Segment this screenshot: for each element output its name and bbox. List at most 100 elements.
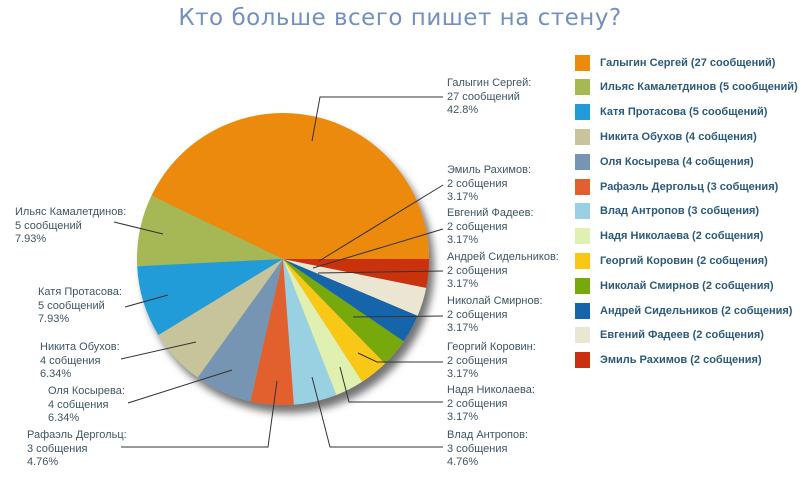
pie-label-name: Надя Николаева: [447, 384, 535, 396]
pie-label-8: Георгий Коровин: 2 собщения 3.17% [447, 341, 536, 382]
pie-label-percent: 3.17% [447, 278, 479, 290]
pie-slice-3[interactable] [158, 259, 283, 378]
legend-swatch-icon [575, 252, 590, 269]
label-connectors-group [113, 96, 444, 448]
pie-label-count: 27 сообщений [447, 90, 520, 103]
legend-item-label: Георгий Коровин (2 собщения) [600, 254, 768, 267]
legend-item-label: Рафаэль Дергольц (3 собщения) [600, 180, 779, 193]
pie-label-count: 5 сообщений [38, 299, 105, 312]
pie-label-name: Андрей Сидельников: [447, 251, 559, 263]
legend-item-2[interactable]: Катя Протасова (5 сообщений) [575, 104, 767, 121]
label-connector-5 [121, 380, 278, 448]
pie-label-12: Эмиль Рахимов: 2 собщения 3.17% [447, 164, 531, 205]
pie-slice-9[interactable] [283, 259, 404, 364]
legend-item-5[interactable]: Рафаэль Дергольц (3 собщения) [575, 178, 778, 195]
label-connector-7 [339, 366, 443, 403]
legend-item-label: Катя Протасова (5 сообщений) [600, 106, 768, 119]
legend-item-12[interactable]: Эмиль Рахимов (2 собщения) [575, 352, 762, 369]
legend-item-label: Эмиль Рахимов (2 собщения) [600, 354, 762, 367]
pie-label-count: 3 собщения [27, 442, 88, 455]
label-connector-1 [113, 221, 164, 235]
pie-label-percent: 6.34% [40, 368, 72, 380]
pie-label-percent: 3.17% [447, 234, 479, 246]
pie-label-name: Эмиль Рахимов: [447, 164, 532, 176]
legend-swatch-icon [575, 302, 590, 319]
legend-item-label: Галыгин Сергей (27 сообщений) [600, 56, 776, 69]
pie-label-11: Евгений Фадеев: 2 собщения 3.17% [447, 207, 534, 248]
label-connector-4 [127, 369, 233, 404]
pie-label-name: Галыгин Сергей: [447, 77, 532, 89]
pie-label-6: Влад Антропов: 3 собщения 4.76% [447, 429, 528, 470]
pie-label-count: 2 собщения [447, 397, 508, 410]
pie-label-0: Галыгин Сергей: 27 сообщений 42.8% [447, 77, 531, 118]
legend-swatch-icon [575, 178, 590, 195]
legend-item-6[interactable]: Влад Антропов (3 собщения) [575, 203, 759, 220]
pie-label-count: 4 собщения [40, 354, 101, 367]
legend-swatch-icon [575, 352, 590, 369]
legend-item-10[interactable]: Андрей Сидельников (2 собщения) [575, 302, 792, 319]
legend-item-1[interactable]: Ильяс Камалетдинов (5 сообщений) [575, 79, 798, 96]
pie-label-name: Николай Смирнов: [447, 295, 543, 307]
label-connector-6 [311, 376, 443, 448]
pie-label-count: 2 собщения [447, 220, 508, 233]
pie-slice-7[interactable] [283, 259, 363, 395]
legend-item-11[interactable]: Евгений Фадеев (2 собщения) [575, 327, 764, 344]
pie-label-name: Оля Косырева: [48, 385, 125, 397]
label-connector-2 [124, 294, 169, 308]
label-connector-10 [317, 270, 444, 274]
pie-label-percent: 42.8% [447, 104, 479, 116]
pie-label-count: 2 собщения [447, 264, 508, 277]
legend-item-7[interactable]: Надя Николаева (2 собщения) [575, 228, 763, 245]
label-connector-11 [312, 228, 444, 269]
pie-label-4: Оля Косырева: 4 собщения 6.34% [48, 385, 125, 426]
pie-slice-0[interactable] [151, 113, 429, 260]
pie-label-name: Ильяс Камалетдинов: [15, 206, 127, 218]
legend-item-label: Надя Николаева (2 собщения) [600, 230, 764, 243]
chart-title: Кто больше всего пишет на стену? [178, 5, 622, 31]
legend-item-8[interactable]: Георгий Коровин (2 собщения) [575, 252, 768, 269]
pie-label-percent: 6.34% [48, 412, 80, 424]
legend-item-0[interactable]: Галыгин Сергей (27 сообщений) [575, 54, 775, 71]
legend-item-label: Влад Антропов (3 собщения) [600, 205, 760, 218]
label-connector-8 [357, 352, 443, 363]
pie-label-name: Георгий Коровин: [447, 341, 536, 353]
pie-label-count: 2 собщения [447, 177, 508, 190]
legend-item-label: Андрей Сидельников (2 собщения) [600, 304, 793, 317]
pie-slice-1[interactable] [136, 195, 283, 267]
pie-label-count: 2 собщения [447, 354, 508, 367]
legend-swatch-icon [575, 54, 590, 71]
legend-item-label: Никита Обухов (4 собщения) [600, 130, 757, 143]
label-connector-0 [311, 96, 443, 142]
pie-label-name: Катя Протасова: [38, 286, 122, 298]
legend-swatch-icon [575, 153, 590, 170]
legend-item-label: Николай Смирнов (2 собщения) [600, 279, 774, 292]
pie-slice-5[interactable] [250, 259, 294, 405]
legend-item-4[interactable]: Оля Косырева (4 собщения) [575, 153, 754, 170]
pie-slice-8[interactable] [283, 259, 385, 382]
pie-label-percent: 3.17% [447, 191, 479, 203]
pie-slice-2[interactable] [137, 259, 283, 336]
legend-item-label: Евгений Фадеев (2 собщения) [600, 329, 764, 342]
label-connector-3 [120, 341, 197, 360]
pie-label-percent: 3.17% [447, 368, 479, 380]
pie-label-percent: 4.76% [27, 456, 59, 468]
legend-swatch-icon [575, 104, 590, 121]
pie-slice-6[interactable] [283, 259, 337, 405]
pie-label-3: Никита Обухов: 4 собщения 6.34% [40, 341, 120, 382]
pie-label-name: Влад Антропов: [447, 429, 529, 441]
label-connector-9 [352, 315, 444, 318]
pie-label-count: 5 сообщений [15, 219, 82, 232]
pie-label-1: Ильяс Камалетдинов: 5 сообщений 7.93% [15, 206, 126, 247]
pie-slice-4[interactable] [197, 259, 283, 402]
pie-slices-group [136, 113, 429, 405]
legend-item-9[interactable]: Николай Смирнов (2 собщения) [575, 277, 774, 294]
legend-swatch-icon [575, 228, 590, 245]
legend-swatch-icon [575, 277, 590, 294]
pie-label-count: 3 собщения [447, 442, 508, 455]
legend-item-3[interactable]: Никита Обухов (4 собщения) [575, 128, 757, 145]
pie-slice-10[interactable] [283, 259, 418, 342]
legend-item-label: Оля Косырева (4 собщения) [600, 155, 754, 168]
pie-label-name: Рафаэль Дергольц: [27, 429, 127, 441]
pie-label-percent: 3.17% [447, 411, 479, 423]
